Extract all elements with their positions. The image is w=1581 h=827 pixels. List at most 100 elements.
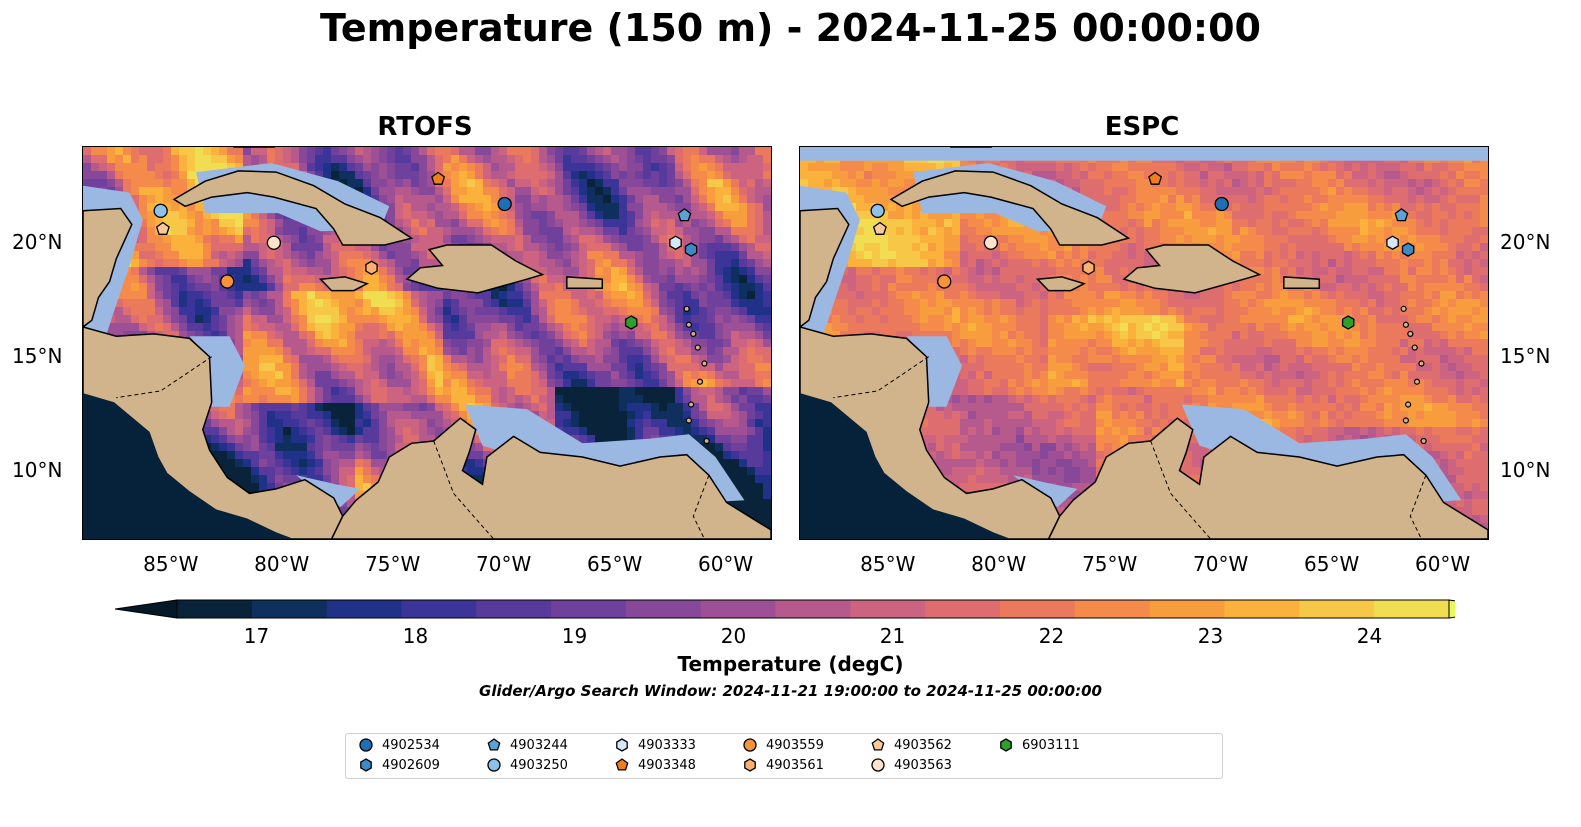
colorbar-tick-label: 22 <box>1038 624 1065 648</box>
lat-tick-label-left: 10°N <box>12 457 63 482</box>
lon-tick-label: 65°W <box>1304 552 1360 576</box>
legend-marker-4903250 <box>487 758 501 772</box>
panel-title-espc: ESPC <box>1104 112 1180 142</box>
colorbar-tick-label: 20 <box>720 624 747 648</box>
search-window-text: Glider/Argo Search Window: 2024-11-21 19… <box>479 682 1102 700</box>
island <box>685 321 692 328</box>
legend-marker-4903559 <box>743 738 757 752</box>
float-marker-4903563 <box>983 235 999 250</box>
colorbar-segment <box>1000 600 1076 618</box>
colorbar-segment <box>401 600 477 618</box>
float-marker-4903562 <box>872 221 887 235</box>
shallow-water <box>1013 475 1078 508</box>
float-marker-4903244 <box>677 208 692 222</box>
colorbar-segment <box>476 600 552 618</box>
island <box>1400 305 1407 312</box>
shallow-water <box>189 336 245 407</box>
map-panel-rtofs[interactable] <box>82 146 772 540</box>
float-marker-4902534 <box>1214 196 1229 212</box>
legend-item: 4903244 <box>486 737 568 753</box>
float-marker-6903111 <box>624 315 638 330</box>
island <box>694 344 701 351</box>
lon-tick-label: 75°W <box>1082 552 1138 576</box>
float-marker-6903111 <box>1341 315 1355 330</box>
legend-item: 4903562 <box>870 737 952 753</box>
colorbar-tick-label: 19 <box>561 624 588 648</box>
lon-tick-label: 75°W <box>365 552 421 576</box>
legend-marker-4902609 <box>360 758 372 772</box>
float-marker-4902609 <box>684 242 698 257</box>
legend-marker-4903561 <box>744 758 756 772</box>
lon-tick-label: 85°W <box>860 552 916 576</box>
shallow-water <box>906 336 962 407</box>
legend-item: 4903561 <box>742 757 824 773</box>
legend-marker-4902534 <box>359 738 373 752</box>
legend-label: 6903111 <box>1022 737 1080 753</box>
panel-title-rtofs: RTOFS <box>377 112 473 142</box>
colorbar-segment <box>1074 600 1151 618</box>
border-line <box>433 440 494 539</box>
colorbar <box>115 599 1455 619</box>
map-panel-espc[interactable] <box>799 146 1489 540</box>
legend-label: 4903333 <box>638 737 696 753</box>
no-data-band <box>800 147 1488 161</box>
float-marker-4902609 <box>1401 242 1415 257</box>
land-jamaica <box>318 276 370 292</box>
land-puerto-rico <box>566 276 604 290</box>
island <box>703 437 710 445</box>
legend-marker-4903333 <box>616 738 628 752</box>
float-marker-4903562 <box>155 221 170 235</box>
float-marker-4903563 <box>266 235 282 250</box>
colorbar-segment <box>251 600 328 618</box>
page-title: Temperature (150 m) - 2024-11-25 00:00:0… <box>319 6 1261 50</box>
float-marker-4903250 <box>870 203 885 218</box>
island <box>683 305 690 312</box>
colorbar-segment <box>1299 600 1375 618</box>
legend-item: 4902609 <box>358 757 440 773</box>
island <box>1405 401 1412 408</box>
legend-label: 4903563 <box>894 757 952 773</box>
legend-label: 4903250 <box>510 757 568 773</box>
island <box>1402 321 1409 328</box>
island <box>701 360 708 367</box>
lat-tick-label-left: 15°N <box>12 343 63 368</box>
float-marker-4902534 <box>497 196 512 212</box>
lon-tick-label: 80°W <box>971 552 1027 576</box>
float-marker-4903348 <box>1148 171 1163 185</box>
float-marker-4903561 <box>365 260 378 276</box>
map-espc <box>800 147 1488 539</box>
colorbar-segment <box>850 600 926 618</box>
colorbar-tick-label: 24 <box>1356 624 1383 648</box>
colorbar-segment <box>775 600 851 618</box>
float-marker-4903348 <box>431 171 446 185</box>
legend-marker-4903563 <box>871 758 885 772</box>
colorbar-segment <box>1149 600 1226 618</box>
border-line <box>833 356 929 399</box>
land-hispaniola <box>405 244 545 294</box>
legend-marker-4903562 <box>871 738 885 751</box>
float-marker-4903250 <box>153 203 168 218</box>
land-yucatan <box>800 207 850 328</box>
legend-label: 4903348 <box>638 757 696 773</box>
border-line <box>1150 440 1211 539</box>
colorbar-segment <box>551 600 627 618</box>
legend-marker-6903111 <box>1000 738 1012 752</box>
map-rtofs <box>83 147 771 539</box>
lat-tick-label-right: 10°N <box>1500 457 1551 482</box>
colorbar-segment <box>177 600 253 618</box>
colorbar-segment <box>625 600 702 618</box>
legend-item: 4903563 <box>870 757 952 773</box>
float-marker-4903333 <box>669 235 682 250</box>
legend-label: 4903562 <box>894 737 952 753</box>
island <box>696 378 704 385</box>
legend: 4902534 4902609 4903244 4903250 4903333 49033… <box>345 733 1223 779</box>
land-puerto-rico <box>1283 276 1321 290</box>
border-line <box>692 475 710 539</box>
lon-tick-label: 60°W <box>697 552 754 576</box>
float-marker-4903559 <box>220 274 235 289</box>
legend-label: 4903559 <box>766 737 824 753</box>
lon-tick-label: 70°W <box>476 552 532 576</box>
legend-label: 4903244 <box>510 737 568 753</box>
float-marker-4903244 <box>1394 208 1409 222</box>
lon-tick-label: 65°W <box>587 552 643 576</box>
